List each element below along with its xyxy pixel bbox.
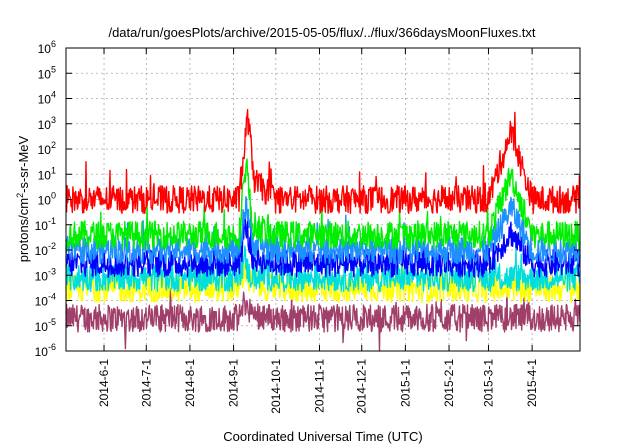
series-line xyxy=(65,235,581,293)
y-tick-exponent: 0 xyxy=(51,191,56,201)
series-line xyxy=(65,285,581,352)
y-tick-exponent: -6 xyxy=(48,342,56,352)
y-tick-base: 10 xyxy=(35,244,49,258)
x-tick-label: 2014-11-1 xyxy=(312,359,326,413)
y-tick-exponent: 2 xyxy=(51,140,56,150)
y-axis-label-rest: -s-sr-MeV xyxy=(16,135,31,192)
x-tick-label: 2015-1-1 xyxy=(398,359,412,407)
series-line xyxy=(65,108,581,215)
y-tick-label: 10-4 xyxy=(35,292,56,309)
y-tick-base: 10 xyxy=(38,143,52,157)
y-tick-base: 10 xyxy=(35,320,49,334)
y-tick-exponent: 6 xyxy=(51,39,56,49)
y-tick-label: 10-2 xyxy=(35,241,56,258)
series-line xyxy=(65,158,581,250)
y-tick-base: 10 xyxy=(35,345,49,359)
series-line xyxy=(65,196,581,265)
y-tick-base: 10 xyxy=(38,118,52,132)
x-tick-label: 2014-8-1 xyxy=(183,359,197,407)
y-tick-label: 100 xyxy=(38,191,56,208)
y-tick-exponent: 3 xyxy=(51,115,56,125)
y-tick-base: 10 xyxy=(38,67,52,81)
y-tick-base: 10 xyxy=(38,168,52,182)
x-tick-label: 2014-6-1 xyxy=(97,359,111,407)
y-tick-label: 10-6 xyxy=(35,342,56,359)
y-tick-label: 102 xyxy=(38,140,56,157)
x-tick-label: 2014-9-1 xyxy=(227,359,241,407)
series-layer xyxy=(65,108,581,352)
x-tick-label: 2015-4-1 xyxy=(525,359,539,407)
y-tick-exponent: 1 xyxy=(51,165,56,175)
y-tick-label: 10-1 xyxy=(35,216,56,233)
y-tick-exponent: -5 xyxy=(48,317,56,327)
x-tick-label: 2015-2-1 xyxy=(442,359,456,407)
y-tick-base: 10 xyxy=(35,219,49,233)
y-axis: 10-610-510-410-310-210-11001011021031041… xyxy=(35,39,580,359)
y-tick-label: 10-5 xyxy=(35,317,56,334)
x-tick-label: 2014-12-1 xyxy=(355,359,369,414)
y-tick-exponent: -3 xyxy=(48,266,56,276)
y-tick-exponent: -2 xyxy=(48,241,56,251)
x-tick-label: 2014-7-1 xyxy=(139,359,153,407)
y-tick-exponent: -1 xyxy=(48,216,56,226)
y-tick-exponent: -4 xyxy=(48,292,56,302)
y-tick-base: 10 xyxy=(35,269,49,283)
y-tick-label: 101 xyxy=(38,165,56,182)
x-tick-label: 2015-3-1 xyxy=(481,359,495,407)
y-tick-label: 10-3 xyxy=(35,266,56,283)
x-tick-label: 2014-10-1 xyxy=(269,359,283,414)
y-tick-base: 10 xyxy=(38,194,52,208)
chart-title: /data/run/goesPlots/archive/2015-05-05/f… xyxy=(108,25,535,40)
x-axis-label: Coordinated Universal Time (UTC) xyxy=(223,429,422,444)
y-tick-label: 104 xyxy=(38,90,56,107)
y-axis-label-sup: 2 xyxy=(15,193,25,198)
x-axis: 2014-6-1 2014-7-1 2014-8-1 2014-9-1 2014-10-… xyxy=(97,48,539,414)
y-tick-exponent: 4 xyxy=(51,90,56,100)
y-tick-base: 10 xyxy=(38,42,52,56)
y-tick-label: 105 xyxy=(38,64,56,81)
y-axis-label-main: protons/cm xyxy=(16,198,31,262)
series-line xyxy=(65,214,581,278)
series-line xyxy=(65,260,581,303)
y-tick-base: 10 xyxy=(35,295,49,309)
y-axis-label: protons/cm2-s-sr-MeV xyxy=(15,135,31,262)
y-tick-exponent: 5 xyxy=(51,64,56,74)
y-tick-label: 106 xyxy=(38,39,56,56)
y-tick-base: 10 xyxy=(38,93,52,107)
y-tick-label: 103 xyxy=(38,115,56,132)
